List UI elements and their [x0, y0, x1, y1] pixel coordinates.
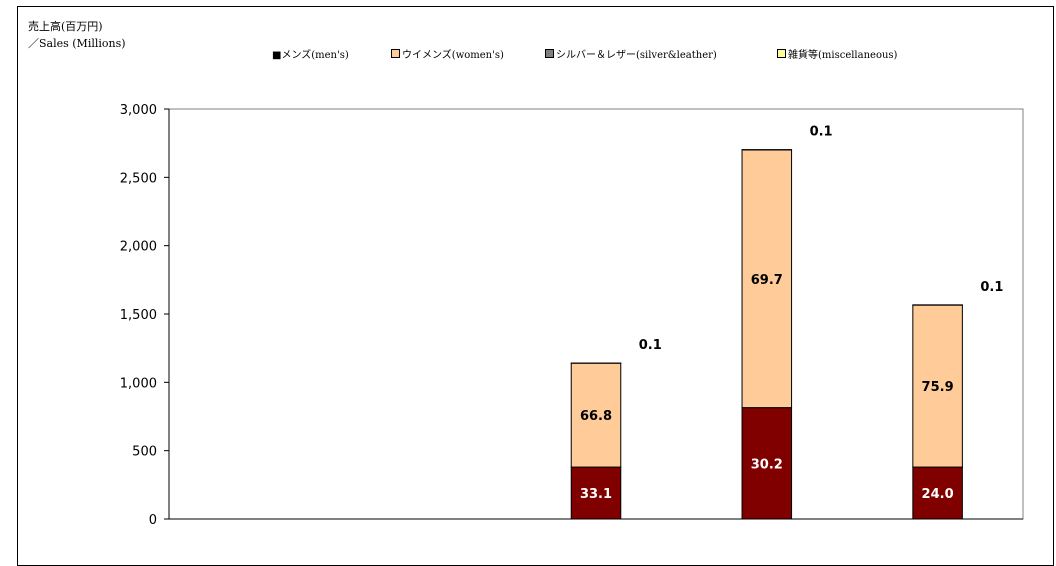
- data-label: 24.0: [922, 487, 954, 502]
- y-tick-label: 2,500: [120, 171, 157, 186]
- data-label: 0.1: [810, 125, 833, 140]
- data-label: 66.8: [580, 409, 612, 424]
- y-tick-label: 500: [132, 445, 157, 460]
- y-tick-label: 1,500: [120, 308, 157, 323]
- data-label: 30.2: [751, 457, 783, 472]
- data-label: 69.7: [751, 273, 783, 288]
- y-tick-label: 2,000: [120, 240, 157, 255]
- data-label: 0.1: [639, 338, 662, 353]
- y-tick-label: 3,000: [120, 103, 157, 118]
- data-label: 0.1: [980, 280, 1003, 295]
- data-label: 75.9: [922, 380, 954, 395]
- stacked-bar-chart: 0 500 1,000 1,500 2,000 2,500 3,000 33.1 66.8 0.…: [0, 0, 1056, 537]
- y-tick-label: 0: [149, 513, 157, 528]
- y-tick-label: 1,000: [120, 376, 157, 391]
- data-label: 33.1: [580, 487, 612, 502]
